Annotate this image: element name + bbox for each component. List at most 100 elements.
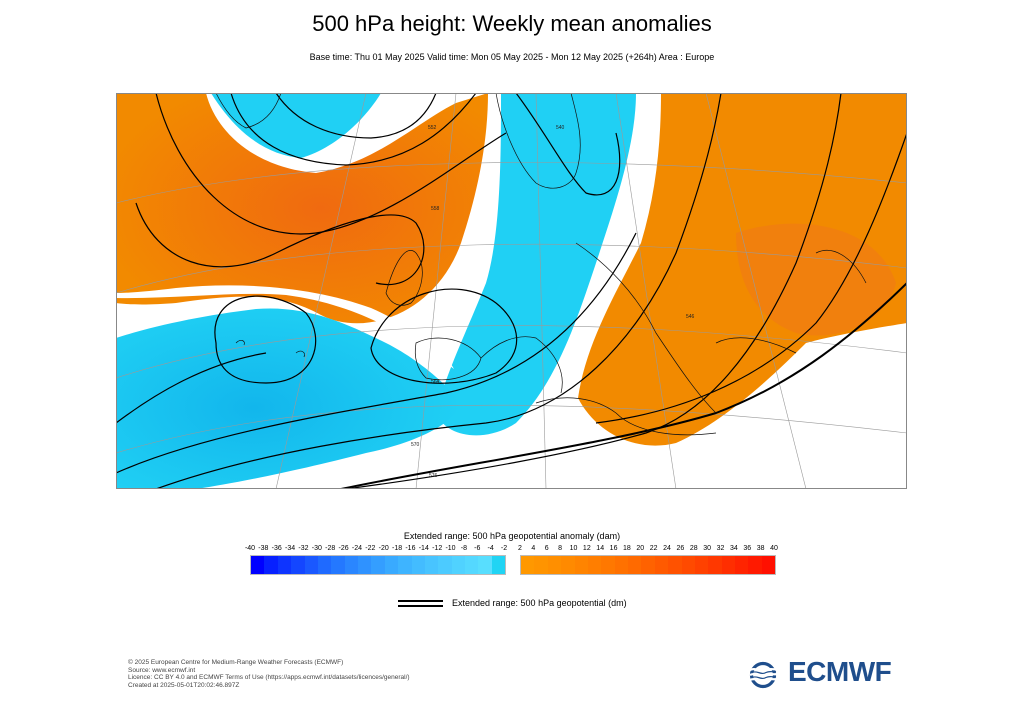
- colorbar-tick-label: 28: [689, 545, 698, 552]
- colorbar-tick-label: -40: [244, 545, 256, 552]
- colorbar-tick-label: -10: [445, 545, 456, 552]
- colorbar-segment-positive: [534, 556, 548, 574]
- contour-label: 576: [429, 473, 438, 479]
- colorbar-segment-positive: [628, 556, 642, 574]
- colorbar-segment-positive: [574, 556, 588, 574]
- neutral-band: [116, 285, 454, 369]
- colorbar-segment-positive: [748, 556, 762, 574]
- colorbar-tick-label: 32: [716, 545, 725, 552]
- colorbar-tick-label: -36: [271, 545, 282, 552]
- positive-anomaly-east-core: [736, 223, 896, 336]
- licence-line[interactable]: Licence: CC BY 4.0 and ECMWF Terms of Us…: [128, 674, 410, 682]
- colorbar-title: Extended range: 500 hPa geopotential ano…: [403, 531, 621, 541]
- colorbar-segment-negative: [344, 556, 358, 574]
- colorbar-tick-label: 34: [729, 545, 738, 552]
- colorbar-tick-label: 36: [743, 545, 752, 552]
- colorbar-segment-positive: [735, 556, 749, 574]
- colorbar-segment-positive: [708, 556, 722, 574]
- colorbar-segment-negative: [478, 556, 492, 574]
- chart-title: 500 hPa height: Weekly mean anomalies: [312, 11, 712, 36]
- colorbar-segment-positive: [614, 556, 628, 574]
- colorbar-tick-label: -32: [298, 545, 309, 552]
- colorbar-tick-label: 38: [756, 545, 765, 552]
- colorbar-tick-label: -16: [405, 545, 416, 552]
- contour-legend-label: Extended range: 500 hPa geopotential (dm…: [452, 598, 627, 608]
- colorbar-tick-label: 6: [544, 545, 549, 552]
- colorbar-tick-label: 22: [649, 545, 658, 552]
- colorbar-segment-positive: [547, 556, 562, 574]
- contour-labels: 552 558 564 570 576 540 546: [411, 125, 695, 479]
- chart-subtitle: Base time: Thu 01 May 2025 Valid time: M…: [309, 52, 715, 62]
- colorbar-tick-label: 16: [609, 545, 618, 552]
- colorbar-segment-negative: [371, 556, 385, 574]
- negative-anomaly-north: [211, 93, 381, 158]
- source-line[interactable]: Source: www.ecmwf.int: [128, 666, 196, 674]
- colorbar-tick-label: -34: [285, 545, 296, 552]
- colorbar-segment-positive: [561, 556, 575, 574]
- colorbar-tick-label: -8: [460, 545, 468, 552]
- colorbar-segment-positive: [761, 556, 776, 574]
- colorbar-tick-label: 10: [569, 545, 578, 552]
- colorbar-segment-negative: [384, 556, 399, 574]
- colorbar-tick-label: -22: [365, 545, 376, 552]
- contour-label: 546: [686, 314, 695, 320]
- geopotential-contours: [116, 93, 907, 489]
- ecmwf-logo-text: ECMWF: [788, 656, 892, 687]
- contour-label: 552: [428, 125, 437, 131]
- contour-legend-line: [398, 605, 443, 607]
- contour-label: 570: [411, 442, 420, 448]
- colorbar-segment-positive: [641, 556, 655, 574]
- anomaly-map[interactable]: 552 558 564 570 576 540 546: [116, 93, 907, 489]
- colorbar-segment-negative: [264, 556, 278, 574]
- graticule: [116, 93, 907, 489]
- colorbar-segment-positive: [694, 556, 709, 574]
- colorbar-tick-label: -26: [338, 545, 349, 552]
- contour-label: 558: [431, 206, 440, 212]
- copyright-line: © 2025 European Centre for Medium-Range …: [128, 659, 344, 666]
- colorbar-tick-label: -4: [487, 545, 494, 552]
- contour-label: 564: [431, 379, 440, 385]
- colorbar-segment-negative: [304, 556, 318, 574]
- colorbar-segment-negative: [465, 556, 479, 574]
- colorbar-segment-positive: [721, 556, 735, 574]
- colorbar-tick-label: -24: [351, 545, 362, 552]
- negative-anomaly-southwest: [116, 308, 461, 489]
- negative-anomaly-scandinavia: [436, 93, 636, 436]
- colorbar-tick-label: -6: [474, 545, 481, 552]
- colorbar-tick-label: 2: [518, 545, 522, 552]
- colorbar-negative: [250, 555, 506, 575]
- colorbar-tick-label: -12: [432, 545, 443, 552]
- colorbar-segment-negative: [411, 556, 425, 574]
- bold-contour: [340, 282, 907, 489]
- colorbar-segment-positive: [668, 556, 682, 574]
- colorbar-tick-label: 12: [582, 545, 591, 552]
- colorbar-segment-negative: [291, 556, 305, 574]
- colorbar-tick-label: -28: [325, 545, 336, 552]
- colorbar-segment-positive: [654, 556, 669, 574]
- colorbar-tick-label: -18: [391, 545, 403, 552]
- colorbar-tick-label: 20: [636, 545, 645, 552]
- colorbar-tick-label: 4: [531, 545, 536, 552]
- created-line: Created at 2025-05-01T20:02:46.897Z: [128, 681, 240, 689]
- colorbar-positive: [520, 555, 776, 575]
- colorbar-segment-negative: [331, 556, 345, 574]
- colorbar-segment-negative: [424, 556, 439, 574]
- colorbar-tick-label: 18: [623, 545, 631, 552]
- colorbar-segment-positive: [521, 556, 535, 574]
- colorbar-segment-positive: [601, 556, 615, 574]
- colorbar-tick-label: 30: [703, 545, 712, 552]
- colorbar-tick-label: 40: [770, 545, 778, 552]
- colorbar-segment-positive: [681, 556, 695, 574]
- colorbar-segment-negative: [491, 556, 506, 574]
- colorbar-segment-positive: [587, 556, 602, 574]
- colorbar-tick-label: -38: [258, 545, 269, 552]
- contour-label: 540: [556, 125, 565, 131]
- colorbar-segment-negative: [317, 556, 332, 574]
- ecmwf-logo-icon: [749, 661, 779, 689]
- colorbar-segment-negative: [451, 556, 465, 574]
- contour-legend-line: [398, 600, 443, 602]
- colorbar-tick-label: -30: [311, 545, 322, 552]
- colorbar-segment-negative: [251, 556, 265, 574]
- colorbar-tick-label: -20: [378, 545, 389, 552]
- colorbar-segment-negative: [438, 556, 452, 574]
